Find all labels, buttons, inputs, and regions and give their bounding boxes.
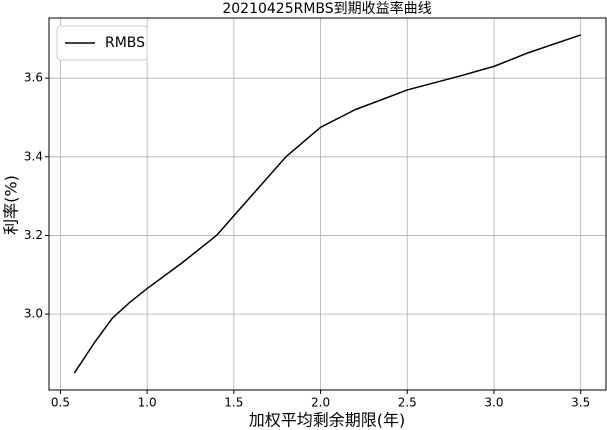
legend-box <box>56 25 148 61</box>
y-tick-label: 3.2 <box>24 228 43 242</box>
y-axis-label: 利率(%) <box>2 175 21 235</box>
x-tick-label: 1.0 <box>138 396 157 410</box>
x-tick-label: 2.0 <box>311 396 330 410</box>
y-tick-label: 3.4 <box>24 149 43 163</box>
x-axis-label: 加权平均剩余期限(年) <box>249 411 406 430</box>
y-tick-label: 3.0 <box>24 307 43 321</box>
x-tick-label: 0.5 <box>51 396 70 410</box>
line-series <box>73 34 581 374</box>
x-tick-label: 3.5 <box>571 396 590 410</box>
x-tick-label: 2.5 <box>398 396 417 410</box>
chart-title: 20210425RMBS到期收益率曲线 <box>222 0 431 17</box>
legend-label: RMBS <box>105 35 145 51</box>
x-tick-label: 1.5 <box>224 396 243 410</box>
y-tick-label: 3.6 <box>24 71 43 85</box>
x-tick-label: 3.0 <box>484 396 503 410</box>
plot-frame <box>48 17 607 391</box>
